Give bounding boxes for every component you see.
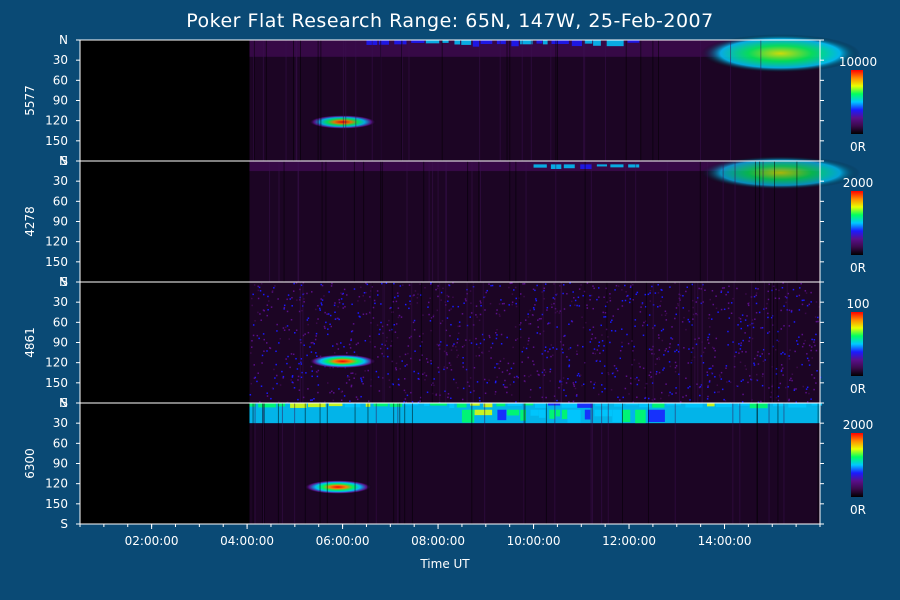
panel-4861-ytick-label-5: 150 <box>45 376 68 390</box>
panel-4278-colorbar-min: 0R <box>850 261 866 275</box>
panel-5577-ytick-label-3: 90 <box>53 94 68 108</box>
x-axis-label: Time UT <box>419 557 470 571</box>
panel-4278-colorbar-max: 2000 <box>843 176 874 190</box>
panel-5577-north-band-0 <box>249 40 820 57</box>
panel-4278-ytick-label-4: 120 <box>45 235 68 249</box>
panel-5577-colorbar-max: 10000 <box>839 55 877 69</box>
panel-6300-colorbar <box>851 433 863 497</box>
panel-5577-ytick-label-2: 60 <box>53 73 68 87</box>
panel-4861-ytick-label-2: 60 <box>53 315 68 329</box>
x-tick-label-1: 04:00:00 <box>220 534 274 548</box>
panel-6300-ytick-label-1: 30 <box>53 416 68 430</box>
panel-5577-ytick-label-6: S <box>60 154 68 168</box>
panel-6300-colorbar-min: 0R <box>850 503 866 517</box>
panel-5577-ytick-label-5: 150 <box>45 134 68 148</box>
panel-4278-ytick-label-0: N <box>59 154 68 168</box>
panel-4278-ytick-label-1: 30 <box>53 174 68 188</box>
panel-4861-ytick-label-6: S <box>60 396 68 410</box>
panel-5577-streaks <box>252 40 762 161</box>
panel-4861-colorbar-max: 100 <box>847 297 870 311</box>
panel-6300-north-arcs-2 <box>461 409 665 424</box>
panel-6300-ylabel: 6300 <box>23 448 37 479</box>
panel-4861-ytick-label-1: 30 <box>53 295 68 309</box>
panel-4861-blob-1 <box>308 354 377 369</box>
panel-5577-north-arcs-1 <box>366 40 640 47</box>
panel-5577-colorbar <box>851 70 863 134</box>
panel-4861-colorbar-min: 0R <box>850 382 866 396</box>
panel-5577-ytick-label-0: N <box>59 33 68 47</box>
chart-title: Poker Flat Research Range: 65N, 147W, 25… <box>186 10 714 32</box>
panel-5577-ytick-label-4: 120 <box>45 114 68 128</box>
panel-4861-colorbar <box>851 312 863 376</box>
panel-4278-streaks <box>269 161 798 282</box>
panel-4861-streaks <box>299 282 788 403</box>
panel-6300-blob-3 <box>303 480 372 495</box>
panel-4278-colorbar <box>851 191 863 255</box>
panel-6300-colorbar-max: 2000 <box>843 418 874 432</box>
panel-6300-streaks <box>252 403 819 524</box>
panel-6300-ytick-label-5: 150 <box>45 497 68 511</box>
panel-4278-ytick-label-3: 90 <box>53 215 68 229</box>
x-tick-label-6: 14:00:00 <box>698 534 752 548</box>
x-tick-label-4: 10:00:00 <box>507 534 561 548</box>
panel-4861-data-field <box>249 282 820 403</box>
panel-4861-ylabel: 4861 <box>23 327 37 358</box>
panel-4861-ytick-label-4: 120 <box>45 356 68 370</box>
panel-6300-ytick-label-4: 120 <box>45 477 68 491</box>
panel-5577-colorbar-min: 0R <box>850 140 866 154</box>
panel-4861-ytick-label-0: N <box>59 275 68 289</box>
panel-5577-blob-2 <box>308 115 377 130</box>
panel-4861-noise-0 <box>249 282 822 405</box>
x-tick-label-2: 06:00:00 <box>316 534 370 548</box>
x-tick-label-3: 08:00:00 <box>411 534 465 548</box>
panel-6300-ytick-label-0: N <box>59 396 68 410</box>
panel-4278-ytick-label-2: 60 <box>53 194 68 208</box>
panel-5577-ytick-label-1: 30 <box>53 53 68 67</box>
panel-6300-ytick-label-3: 90 <box>53 457 68 471</box>
panel-4278-ytick-label-6: S <box>60 275 68 289</box>
x-tick-label-0: 02:00:00 <box>125 534 179 548</box>
x-tick-label-5: 12:00:00 <box>602 534 656 548</box>
panel-4861-ytick-label-3: 90 <box>53 336 68 350</box>
panel-4278-ytick-label-5: 150 <box>45 255 68 269</box>
panel-6300-north-arcs-1 <box>249 403 823 409</box>
panel-5577-ylabel: 5577 <box>23 85 37 116</box>
panel-6300-ytick-label-6: S <box>60 517 68 531</box>
panel-6300-ytick-label-2: 60 <box>53 436 68 450</box>
panel-4278-ylabel: 4278 <box>23 206 37 237</box>
